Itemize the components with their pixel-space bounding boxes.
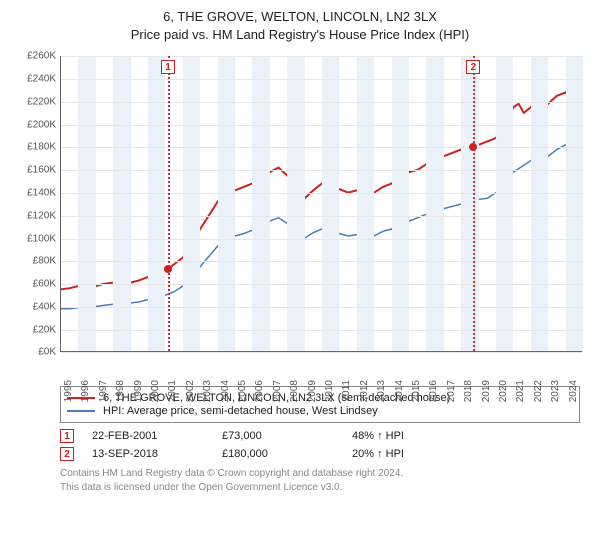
x-tick-label: 2014 (394, 380, 405, 402)
gridline (61, 352, 582, 353)
y-tick-label: £140K (12, 187, 56, 198)
gridline (61, 170, 582, 171)
y-tick-label: £120K (12, 210, 56, 221)
chart-container: { "title": { "line1": "6, THE GROVE, WEL… (0, 0, 600, 502)
gridline (61, 216, 582, 217)
x-tick-label: 2009 (307, 380, 318, 402)
x-tick-label: 2007 (272, 380, 283, 402)
gridline (61, 239, 582, 240)
x-tick-label: 2011 (341, 380, 352, 402)
x-tick-label: 1998 (115, 380, 126, 402)
gridline (61, 193, 582, 194)
footer: Contains HM Land Registry data © Crown c… (60, 467, 588, 494)
x-tick-label: 2018 (463, 380, 474, 402)
chart-title: 6, THE GROVE, WELTON, LINCOLN, LN2 3LX P… (12, 8, 588, 44)
y-tick-label: £200K (12, 119, 56, 130)
x-tick-label: 2013 (376, 380, 387, 402)
sale-diff: 48% ↑ HPI (352, 430, 482, 442)
sale-dot (164, 265, 172, 273)
x-tick-label: 2012 (359, 380, 370, 402)
sale-price: £73,000 (222, 430, 352, 442)
x-tick-label: 2023 (550, 380, 561, 402)
sale-vline (473, 56, 475, 351)
x-tick-label: 2017 (446, 380, 457, 402)
x-tick-label: 1999 (133, 380, 144, 402)
y-tick-label: £160K (12, 165, 56, 176)
chart: 12 £0K£20K£40K£60K£80K£100K£120K£140K£16… (12, 50, 588, 380)
y-tick-label: £180K (12, 142, 56, 153)
sale-price: £180,000 (222, 448, 352, 460)
y-tick-label: £40K (12, 301, 56, 312)
x-tick-label: 1997 (98, 380, 109, 402)
legend-row: HPI: Average price, semi-detached house,… (67, 405, 573, 417)
x-tick-label: 2019 (481, 380, 492, 402)
gridline (61, 56, 582, 57)
y-tick-label: £20K (12, 324, 56, 335)
x-tick-label: 2021 (515, 380, 526, 402)
x-tick-label: 2024 (568, 380, 579, 402)
sale-marker-box: 1 (161, 60, 175, 74)
x-tick-label: 2020 (498, 380, 509, 402)
gridline (61, 261, 582, 262)
x-tick-label: 2006 (254, 380, 265, 402)
x-tick-label: 2016 (428, 380, 439, 402)
y-tick-label: £260K (12, 51, 56, 62)
y-tick-label: £80K (12, 256, 56, 267)
x-tick-label: 2015 (411, 380, 422, 402)
plot-area: 12 (60, 56, 582, 352)
sale-marker-box: 2 (466, 60, 480, 74)
gridline (61, 284, 582, 285)
sale-date: 22-FEB-2001 (92, 430, 222, 442)
x-tick-label: 2004 (220, 380, 231, 402)
x-tick-label: 2002 (185, 380, 196, 402)
footer-line1: Contains HM Land Registry data © Crown c… (60, 467, 588, 481)
gridline (61, 330, 582, 331)
x-tick-label: 2005 (237, 380, 248, 402)
y-tick-label: £240K (12, 74, 56, 85)
x-tick-label: 1996 (80, 380, 91, 402)
sale-row: 2 13-SEP-2018£180,00020% ↑ HPI (60, 447, 588, 461)
sale-date: 13-SEP-2018 (92, 448, 222, 460)
x-tick-label: 2010 (324, 380, 335, 402)
y-tick-label: £220K (12, 96, 56, 107)
x-tick-label: 2001 (167, 380, 178, 402)
y-tick-label: £100K (12, 233, 56, 244)
title-address: 6, THE GROVE, WELTON, LINCOLN, LN2 3LX (12, 8, 588, 26)
sale-number-box: 2 (60, 447, 74, 461)
sale-vline (168, 56, 170, 351)
sale-dot (469, 143, 477, 151)
y-tick-label: £0K (12, 347, 56, 358)
sale-row: 1 22-FEB-2001£73,00048% ↑ HPI (60, 429, 588, 443)
gridline (61, 147, 582, 148)
legend-swatch (67, 410, 95, 412)
sale-diff: 20% ↑ HPI (352, 448, 482, 460)
x-tick-label: 2008 (289, 380, 300, 402)
legend-label: HPI: Average price, semi-detached house,… (103, 405, 378, 417)
y-tick-label: £60K (12, 279, 56, 290)
x-tick-label: 2000 (150, 380, 161, 402)
gridline (61, 102, 582, 103)
title-subtitle: Price paid vs. HM Land Registry's House … (12, 26, 588, 44)
sale-number-box: 1 (60, 429, 74, 443)
sales-list: 1 22-FEB-2001£73,00048% ↑ HPI 2 13-SEP-2018… (60, 429, 588, 461)
x-tick-label: 2003 (202, 380, 213, 402)
gridline (61, 125, 582, 126)
footer-line2: This data is licensed under the Open Gov… (60, 481, 588, 495)
x-tick-label: 2022 (533, 380, 544, 402)
gridline (61, 79, 582, 80)
gridline (61, 307, 582, 308)
x-tick-label: 1995 (63, 380, 74, 402)
